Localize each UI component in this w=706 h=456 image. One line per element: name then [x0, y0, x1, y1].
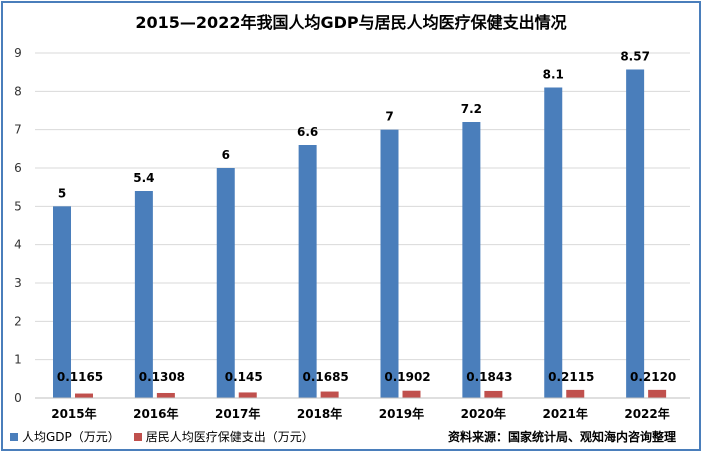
bar-gdp — [380, 129, 399, 398]
data-label-gdp: 6.6 — [297, 125, 318, 139]
y-tick-label: 4 — [14, 238, 22, 252]
x-tick-label: 2018年 — [297, 406, 342, 421]
data-label-gdp: 6 — [222, 148, 230, 162]
data-labels: 5 0.1165 5.4 0.1308 6 0.145 6.6 0.1685 7 0.1902 7.… — [57, 49, 676, 384]
data-label-health: 0.145 — [225, 370, 263, 384]
x-tick-label: 2017年 — [215, 406, 260, 421]
data-label-gdp: 5 — [58, 186, 66, 200]
x-tick-label: 2015年 — [51, 406, 96, 421]
chart-title: 2015—2022年我国人均GDP与居民人均医疗保健支出情况 — [135, 13, 567, 32]
data-label-gdp: 8.57 — [620, 49, 650, 63]
data-label-health: 0.1685 — [302, 370, 348, 384]
bar-gdp — [216, 168, 235, 398]
y-tick-label: 9 — [14, 46, 22, 60]
bar-health-expense — [402, 390, 421, 398]
data-label-health: 0.2115 — [548, 370, 594, 384]
y-tick-label: 1 — [14, 353, 22, 367]
y-tick-label: 5 — [14, 199, 22, 213]
data-label-health: 0.1308 — [139, 370, 185, 384]
bar-gdp — [53, 206, 71, 398]
y-tick-label: 2 — [14, 314, 22, 328]
x-tick-label: 2022年 — [624, 406, 669, 421]
y-axis: 0 1 2 3 4 5 6 7 8 9 — [14, 46, 22, 405]
bar-health-expense — [484, 390, 503, 398]
y-tick-label: 6 — [14, 161, 22, 175]
bar-gdp — [134, 191, 153, 398]
legend-label-gdp: 人均GDP（万元） — [22, 430, 120, 444]
y-tick-label: 7 — [14, 123, 22, 137]
legend: 人均GDP（万元） 居民人均医疗保健支出（万元） — [10, 428, 314, 445]
data-label-gdp: 8.1 — [543, 68, 564, 82]
bar-gdp — [298, 145, 317, 398]
bar-gdp — [626, 69, 645, 398]
y-tick-label: 8 — [14, 84, 22, 98]
bars — [53, 69, 667, 398]
bar-health-expense — [156, 392, 175, 398]
chart-frame: 2015—2022年我国人均GDP与居民人均医疗保健支出情况 — [1, 1, 701, 451]
data-label-gdp: 5.4 — [133, 171, 154, 185]
bar-health-expense — [320, 391, 339, 398]
bar-health-expense — [238, 392, 257, 398]
bar-gdp — [544, 87, 563, 398]
data-label-health: 0.1902 — [384, 370, 430, 384]
bar-health-expense — [566, 389, 585, 398]
data-label-health: 0.1165 — [57, 370, 103, 384]
grid-lines — [35, 52, 690, 399]
x-tick-label: 2019年 — [379, 406, 424, 421]
x-tick-label: 2021年 — [542, 406, 587, 421]
y-tick-label: 0 — [14, 391, 22, 405]
y-tick-label: 3 — [14, 276, 22, 290]
data-label-health: 0.2120 — [630, 370, 676, 384]
source-note: 资料来源：国家统计局、观知海内咨询整理 — [447, 430, 676, 444]
data-label-gdp: 7.2 — [461, 102, 482, 116]
data-label-gdp: 7 — [385, 110, 393, 124]
x-axis: 2015年 2016年 2017年 2018年 2019年 2020年 2021年 2022年 — [35, 397, 690, 421]
bar-health-expense — [75, 393, 93, 398]
bar-health-expense — [648, 389, 667, 398]
x-tick-label: 2016年 — [133, 406, 178, 421]
legend-label-health: 居民人均医疗保健支出（万元） — [145, 430, 314, 444]
data-label-health: 0.1843 — [466, 370, 512, 384]
x-tick-label: 2020年 — [461, 406, 506, 421]
legend-swatch-gdp — [10, 432, 18, 441]
legend-swatch-health — [133, 432, 142, 441]
bar-gdp — [462, 122, 481, 398]
